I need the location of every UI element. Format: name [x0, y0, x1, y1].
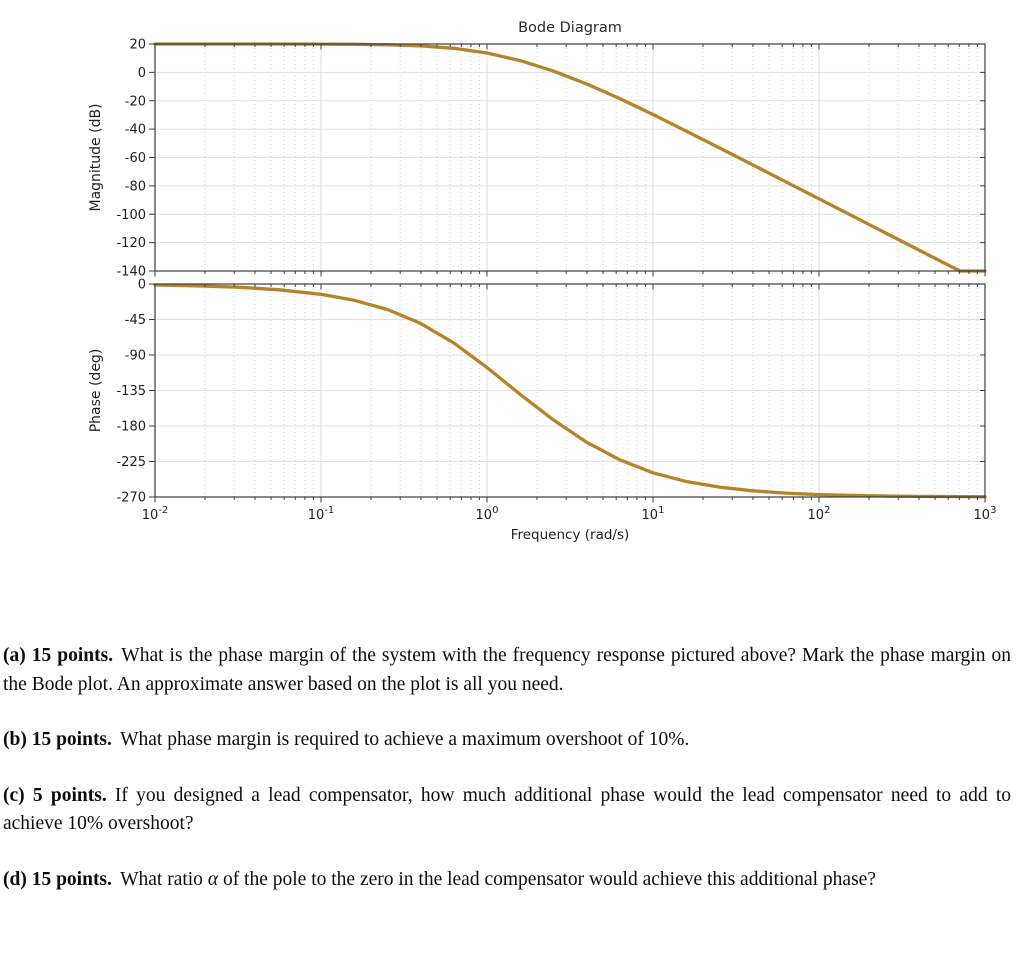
- magnitude-y-tick-label: -60: [125, 151, 146, 166]
- phase-y-tick-label: -270: [116, 491, 146, 506]
- magnitude-y-tick-label: -100: [116, 208, 146, 223]
- phase-y-tick-label: -135: [116, 384, 146, 399]
- magnitude-y-tick-label: -120: [116, 236, 146, 251]
- phase-y-tick-label: -45: [125, 313, 146, 328]
- magnitude-y-tick-label: -40: [125, 123, 146, 138]
- chart-title: Bode Diagram: [518, 20, 622, 36]
- phase-y-tick-label: -180: [116, 420, 146, 435]
- x-tick-label: 102: [808, 505, 831, 523]
- magnitude-y-tick-label: 20: [129, 38, 146, 53]
- question-b: (b) 15 points. What phase margin is requi…: [3, 726, 1011, 755]
- question-b-label: (b) 15 points.: [3, 729, 112, 750]
- x-tick-label: 101: [642, 505, 665, 523]
- question-c-text: If you designed a lead compensator, how …: [3, 784, 1011, 835]
- x-tick-label: 10-2: [142, 505, 169, 523]
- magnitude-axis-label: Magnitude (dB): [88, 103, 104, 211]
- x-tick-label: 10-1: [308, 505, 335, 523]
- alpha-symbol: α: [207, 868, 219, 890]
- phase-y-tick-label: -90: [125, 349, 146, 364]
- questions-section: (a) 15 points. What is the phase margin o…: [3, 642, 1011, 921]
- magnitude-y-tick-label: -20: [125, 94, 146, 109]
- question-c-label: (c) 5 points.: [3, 784, 107, 806]
- phase-axis-label: Phase (deg): [88, 349, 104, 433]
- phase-curve: [153, 283, 987, 499]
- phase-y-tick-label: 0: [138, 278, 146, 293]
- question-d: (d) 15 points. What ratio α of the pole t…: [3, 866, 1011, 895]
- x-tick-label: 103: [974, 505, 997, 523]
- magnitude-y-tick-label: -80: [125, 179, 146, 194]
- question-a-text: What is the phase margin of the system w…: [3, 645, 1011, 695]
- bode-diagram-figure: Bode Diagram 20 0 -20 -40 -60 -80 -100 -120 -140 M…: [88, 20, 997, 543]
- bode-plot-svg: Bode Diagram 20 0 -20 -40 -60 -80 -100 -120 -140 M…: [88, 20, 997, 543]
- magnitude-plot: 20 0 -20 -40 -60 -80 -100 -120 -140 Magnitude (dB…: [88, 38, 987, 280]
- magnitude-y-tick-label: -140: [116, 265, 146, 280]
- phase-plot: 0 -45 -90 -135 -180 -225 -270 Phase (deg): [88, 278, 987, 506]
- x-tick-label: 100: [476, 505, 499, 523]
- magnitude-y-tick-label: 0: [138, 66, 146, 81]
- question-c: (c) 5 points. If you designed a lead comp…: [3, 782, 1011, 839]
- question-a: (a) 15 points. What is the phase margin o…: [3, 642, 1011, 699]
- x-axis-label: Frequency (rad/s): [511, 527, 630, 543]
- question-d-label: (d) 15 points.: [3, 868, 112, 890]
- question-d-text-post: of the pole to the zero in the lead comp…: [218, 868, 876, 890]
- phase-y-tick-label: -225: [116, 455, 146, 470]
- question-d-text-pre: What ratio: [120, 868, 208, 890]
- question-a-label: (a) 15 points.: [3, 645, 114, 666]
- question-b-text: What phase margin is required to achieve…: [120, 729, 690, 750]
- x-tick-labels: 10-2 10-1 100 101 102 103 Frequency (rad/s): [142, 505, 997, 543]
